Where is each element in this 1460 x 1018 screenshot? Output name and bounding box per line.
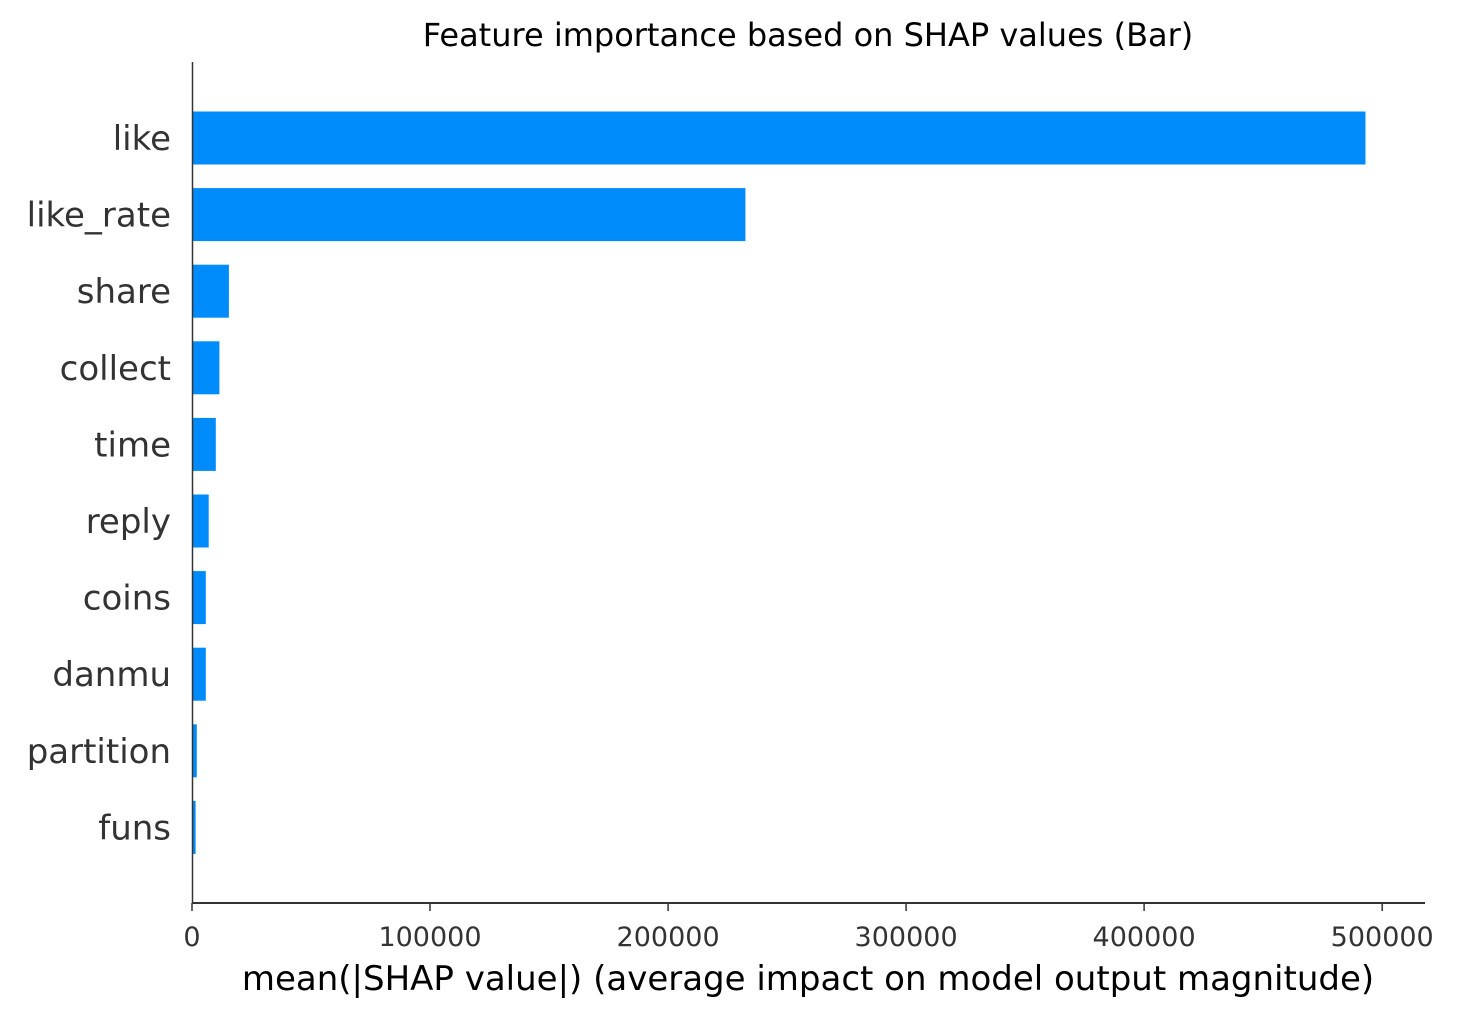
y-tick-label-reply: reply [86, 502, 171, 542]
x-axis-label: mean(|SHAP value|) (average impact on mo… [242, 959, 1374, 999]
bar-danmu [192, 647, 206, 701]
bar-partition [192, 724, 197, 778]
y-tick-label-danmu: danmu [52, 655, 171, 695]
bar-reply [192, 494, 209, 548]
x-tick-label: 200000 [617, 922, 720, 953]
bar-time [192, 417, 216, 471]
y-tick-label-time: time [94, 425, 171, 465]
x-tick-label: 500000 [1331, 922, 1434, 953]
y-tick-label-like: like [113, 119, 171, 159]
y-tick-label-collect: collect [60, 349, 171, 389]
x-tick-label: 300000 [855, 922, 958, 953]
bar-collect [192, 341, 220, 395]
x-ticks: 0 100000 200000 300000 400000 500000 [183, 903, 1434, 953]
bar-like-rate [192, 188, 746, 242]
y-tick-label-coins: coins [83, 579, 171, 619]
y-tick-label-funs: funs [98, 808, 171, 848]
bar-funs [192, 800, 196, 854]
bar-coins [192, 571, 206, 625]
y-tick-label-like-rate: like_rate [27, 196, 171, 236]
x-tick-label: 400000 [1093, 922, 1196, 953]
x-tick-label: 0 [183, 922, 200, 953]
y-tick-label-partition: partition [27, 732, 171, 772]
bar-share [192, 264, 229, 318]
chart-title: Feature importance based on SHAP values … [423, 16, 1194, 54]
bar-like [192, 111, 1366, 165]
x-tick-label: 100000 [378, 922, 481, 953]
bars-group [192, 111, 1366, 854]
y-tick-label-share: share [77, 272, 171, 312]
